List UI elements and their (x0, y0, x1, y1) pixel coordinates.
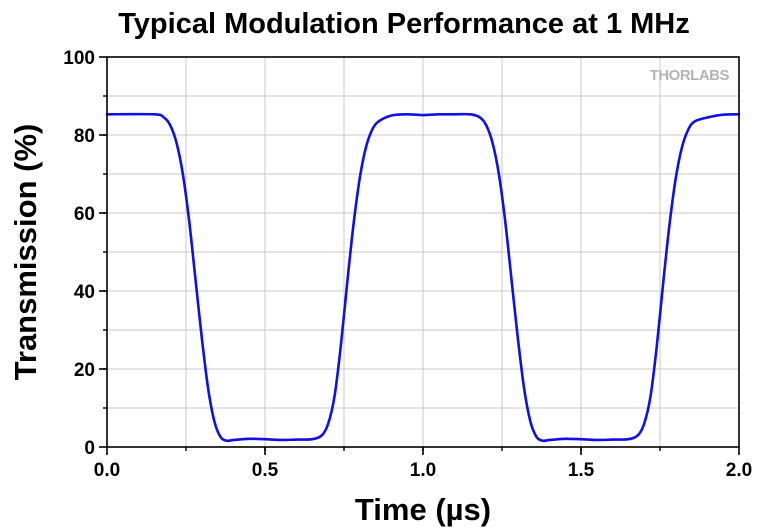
chart-title: Typical Modulation Performance at 1 MHz (118, 8, 690, 40)
axis-ticks (99, 56, 740, 455)
y-axis-label: Transmission (%) (8, 124, 43, 381)
x-tick-label: 2.0 (726, 460, 752, 481)
y-tick-label: 20 (74, 360, 95, 381)
plot-area: THORLABS (99, 56, 741, 455)
x-tick-label: 1.5 (568, 460, 595, 481)
y-tick-label: 60 (74, 204, 95, 225)
y-tick-label: 100 (63, 48, 95, 69)
series-line (105, 112, 741, 443)
y-tick-label: 80 (74, 126, 95, 147)
x-axis-label: Time (µs) (355, 492, 491, 527)
thorlabs-watermark: THORLABS (650, 67, 730, 84)
x-tick-label: 1.0 (410, 460, 436, 481)
x-tick-label: 0.5 (252, 460, 279, 481)
y-tick-labels: 0 20 40 60 80 100 (63, 48, 95, 459)
y-tick-label: 40 (74, 282, 95, 303)
y-tick-label: 0 (84, 438, 95, 459)
x-tick-labels: 0.0 0.5 1.0 1.5 2.0 (94, 460, 752, 481)
x-tick-label: 0.0 (94, 460, 120, 481)
